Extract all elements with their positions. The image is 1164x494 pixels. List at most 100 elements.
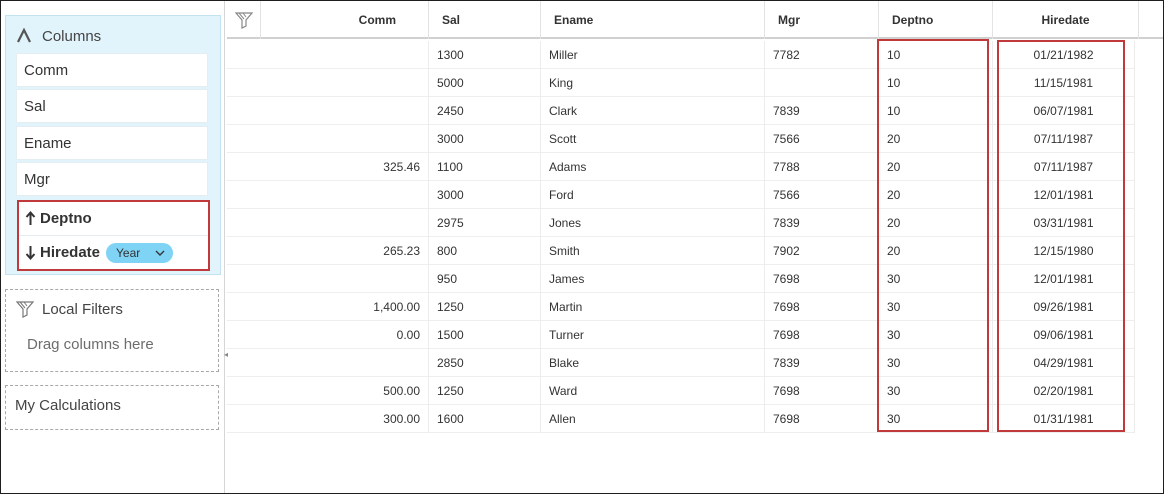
cell-ename[interactable]: Blake <box>541 349 765 377</box>
column-item-sal[interactable]: Sal <box>16 89 208 123</box>
cell-comm[interactable]: 1,400.00 <box>227 293 429 321</box>
cell-deptno[interactable]: 10 <box>879 69 993 97</box>
table-row[interactable]: 0.00 1500 Turner 7698 30 09/06/1981 <box>227 321 1135 349</box>
cell-hiredate[interactable]: 04/29/1981 <box>993 349 1135 377</box>
table-row[interactable]: 5000 King 10 11/15/1981 <box>227 69 1135 97</box>
cell-ename[interactable]: Ford <box>541 181 765 209</box>
cell-comm[interactable] <box>227 125 429 153</box>
cell-ename[interactable]: Ward <box>541 377 765 405</box>
cell-deptno[interactable]: 20 <box>879 237 993 265</box>
cell-hiredate[interactable]: 02/20/1981 <box>993 377 1135 405</box>
cell-comm[interactable] <box>227 69 429 97</box>
column-item-deptno[interactable]: Deptno <box>19 202 208 235</box>
cell-deptno[interactable]: 30 <box>879 405 993 433</box>
table-row[interactable]: 300.00 1600 Allen 7698 30 01/31/1981 <box>227 405 1135 433</box>
cell-comm[interactable]: 500.00 <box>227 377 429 405</box>
cell-comm[interactable]: 300.00 <box>227 405 429 433</box>
table-row[interactable]: 325.46 1100 Adams 7788 20 07/11/1987 <box>227 153 1135 181</box>
cell-ename[interactable]: King <box>541 69 765 97</box>
column-header-mgr[interactable]: Mgr <box>765 1 879 39</box>
sort-ascending-icon[interactable] <box>25 211 36 226</box>
cell-mgr[interactable]: 7839 <box>765 349 879 377</box>
cell-hiredate[interactable]: 12/01/1981 <box>993 181 1135 209</box>
cell-mgr[interactable]: 7788 <box>765 153 879 181</box>
table-row[interactable]: 1300 Miller 7782 10 01/21/1982 <box>227 41 1135 69</box>
collapse-caret-icon[interactable] <box>16 28 32 44</box>
cell-ename[interactable]: Allen <box>541 405 765 433</box>
sort-descending-icon[interactable] <box>25 245 36 260</box>
my-calculations-section[interactable]: My Calculations <box>5 385 219 430</box>
table-row[interactable]: 265.23 800 Smith 7902 20 12/15/1980 <box>227 237 1135 265</box>
cell-deptno[interactable]: 10 <box>879 97 993 125</box>
cell-comm[interactable] <box>227 181 429 209</box>
cell-comm[interactable]: 265.23 <box>227 237 429 265</box>
cell-hiredate[interactable]: 09/06/1981 <box>993 321 1135 349</box>
cell-mgr[interactable] <box>765 69 879 97</box>
cell-ename[interactable]: Smith <box>541 237 765 265</box>
cell-sal[interactable]: 2850 <box>429 349 541 377</box>
cell-ename[interactable]: Miller <box>541 41 765 69</box>
column-header-deptno[interactable]: Deptno <box>879 1 993 39</box>
cell-deptno[interactable]: 20 <box>879 209 993 237</box>
column-item-mgr[interactable]: Mgr <box>16 162 208 196</box>
cell-hiredate[interactable]: 03/31/1981 <box>993 209 1135 237</box>
cell-sal[interactable]: 1600 <box>429 405 541 433</box>
table-row[interactable]: 2850 Blake 7839 30 04/29/1981 <box>227 349 1135 377</box>
column-header-hiredate[interactable]: Hiredate <box>993 1 1139 39</box>
table-row[interactable]: 2975 Jones 7839 20 03/31/1981 <box>227 209 1135 237</box>
cell-deptno[interactable]: 30 <box>879 265 993 293</box>
cell-comm[interactable] <box>227 349 429 377</box>
cell-sal[interactable]: 1300 <box>429 41 541 69</box>
table-row[interactable]: 3000 Scott 7566 20 07/11/1987 <box>227 125 1135 153</box>
cell-mgr[interactable]: 7698 <box>765 377 879 405</box>
columns-header[interactable]: Columns <box>16 26 101 46</box>
grid-filter-button[interactable] <box>227 1 261 39</box>
cell-sal[interactable]: 1250 <box>429 293 541 321</box>
cell-hiredate[interactable]: 12/15/1980 <box>993 237 1135 265</box>
cell-comm[interactable]: 325.46 <box>227 153 429 181</box>
column-item-ename[interactable]: Ename <box>16 126 208 160</box>
table-row[interactable]: 1,400.00 1250 Martin 7698 30 09/26/1981 <box>227 293 1135 321</box>
table-row[interactable]: 3000 Ford 7566 20 12/01/1981 <box>227 181 1135 209</box>
cell-hiredate[interactable]: 09/26/1981 <box>993 293 1135 321</box>
cell-hiredate[interactable]: 07/11/1987 <box>993 125 1135 153</box>
cell-sal[interactable]: 1250 <box>429 377 541 405</box>
cell-mgr[interactable]: 7839 <box>765 209 879 237</box>
cell-mgr[interactable]: 7839 <box>765 97 879 125</box>
cell-ename[interactable]: Jones <box>541 209 765 237</box>
cell-deptno[interactable]: 30 <box>879 377 993 405</box>
cell-hiredate[interactable]: 07/11/1987 <box>993 153 1135 181</box>
cell-sal[interactable]: 950 <box>429 265 541 293</box>
cell-sal[interactable]: 1500 <box>429 321 541 349</box>
column-item-comm[interactable]: Comm <box>16 53 208 87</box>
cell-mgr[interactable]: 7698 <box>765 293 879 321</box>
cell-comm[interactable] <box>227 209 429 237</box>
column-header-sal[interactable]: Sal <box>429 1 541 39</box>
cell-hiredate[interactable]: 01/31/1981 <box>993 405 1135 433</box>
date-granularity-dropdown[interactable]: Year <box>106 242 174 263</box>
cell-deptno[interactable]: 20 <box>879 153 993 181</box>
cell-ename[interactable]: Turner <box>541 321 765 349</box>
cell-hiredate[interactable]: 12/01/1981 <box>993 265 1135 293</box>
cell-deptno[interactable]: 20 <box>879 181 993 209</box>
cell-mgr[interactable]: 7566 <box>765 181 879 209</box>
cell-sal[interactable]: 3000 <box>429 181 541 209</box>
cell-hiredate[interactable]: 11/15/1981 <box>993 69 1135 97</box>
cell-deptno[interactable]: 10 <box>879 41 993 69</box>
cell-deptno[interactable]: 30 <box>879 349 993 377</box>
cell-ename[interactable]: Scott <box>541 125 765 153</box>
cell-deptno[interactable]: 30 <box>879 293 993 321</box>
collapse-panel-handle-icon[interactable]: ◂ <box>224 350 229 359</box>
cell-mgr[interactable]: 7566 <box>765 125 879 153</box>
cell-mgr[interactable]: 7698 <box>765 321 879 349</box>
cell-ename[interactable]: Clark <box>541 97 765 125</box>
cell-comm[interactable] <box>227 41 429 69</box>
cell-deptno[interactable]: 30 <box>879 321 993 349</box>
cell-ename[interactable]: Adams <box>541 153 765 181</box>
cell-hiredate[interactable]: 06/07/1981 <box>993 97 1135 125</box>
cell-comm[interactable] <box>227 265 429 293</box>
table-row[interactable]: 500.00 1250 Ward 7698 30 02/20/1981 <box>227 377 1135 405</box>
cell-hiredate[interactable]: 01/21/1982 <box>993 41 1135 69</box>
cell-sal[interactable]: 3000 <box>429 125 541 153</box>
cell-sal[interactable]: 1100 <box>429 153 541 181</box>
